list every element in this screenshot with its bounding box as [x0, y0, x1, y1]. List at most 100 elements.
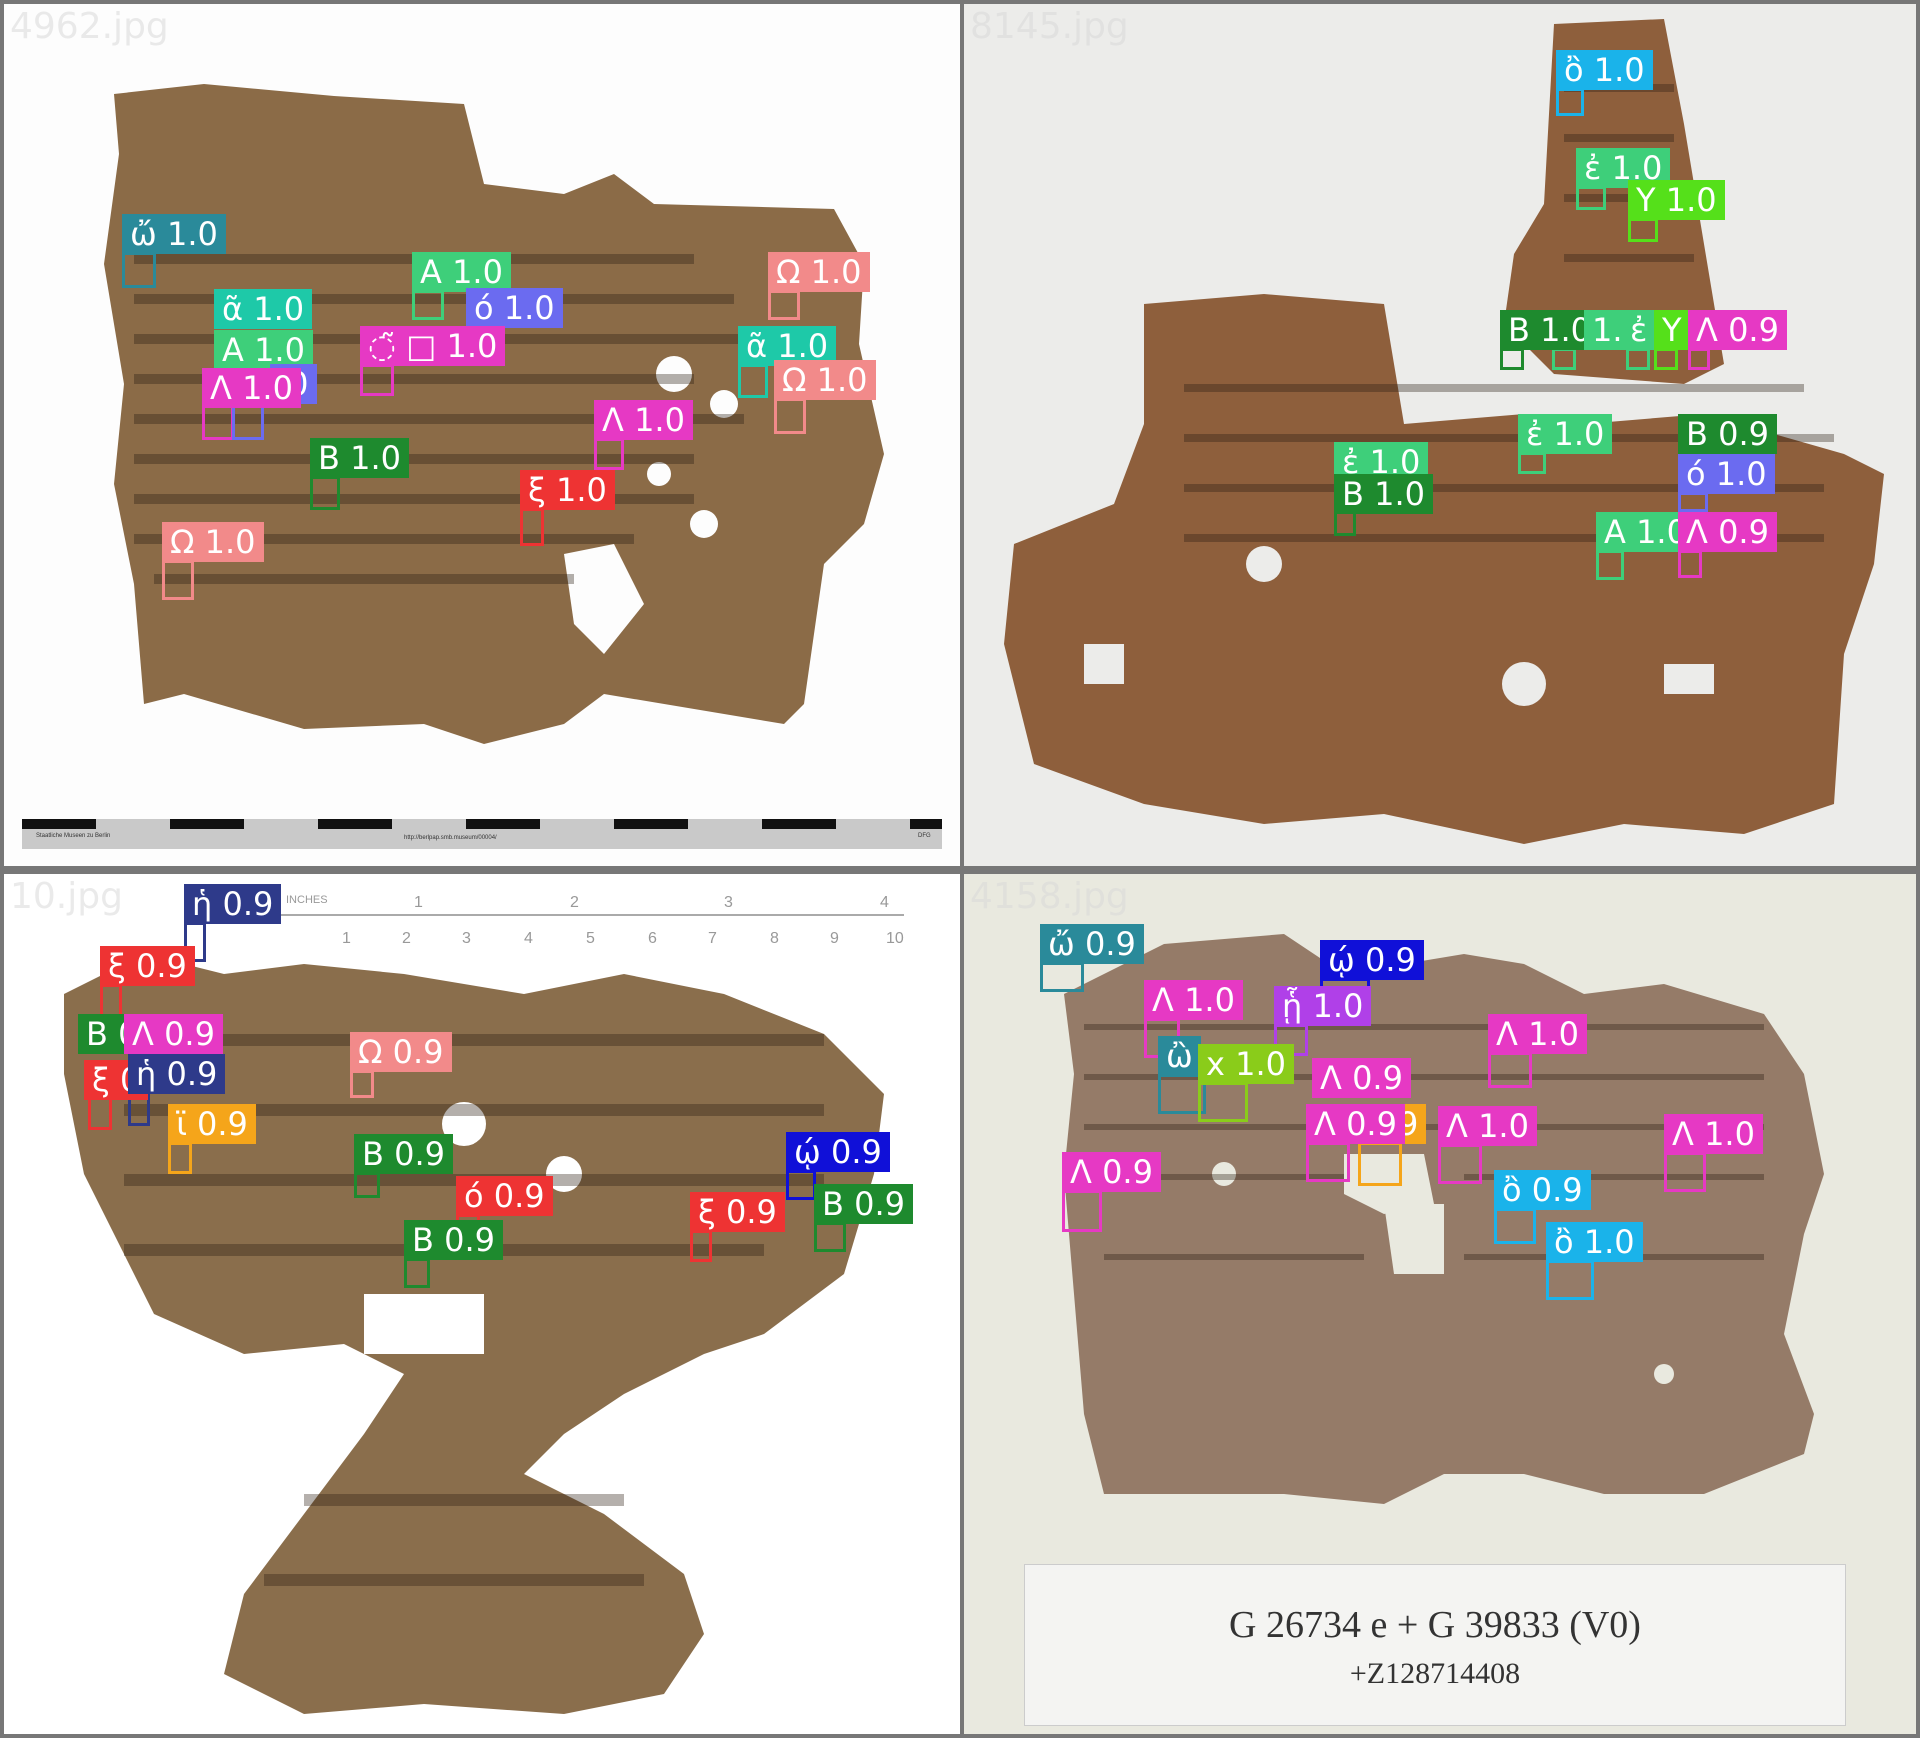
detection-label: ᾶ 1.0 [738, 326, 837, 366]
detection-label: ῴ 0.9 [1320, 940, 1424, 980]
ruler-cm: 2 [402, 930, 411, 947]
detection-label: ξ 0.9 [690, 1192, 785, 1232]
detection-label: Β 0.9 [354, 1134, 454, 1174]
detection-box [1306, 1142, 1350, 1182]
detection-label: ◌̃ □ 1.0 [360, 326, 506, 366]
detection-label: Λ 1.0 [202, 368, 301, 408]
detection-box [350, 1070, 374, 1098]
scale-segment [318, 819, 392, 829]
detection-label: ὂ 1.0 [1556, 50, 1653, 90]
footer-url: http://berlpap.smb.museum/00004/ [404, 835, 497, 841]
ruler-cm: 6 [648, 930, 657, 947]
detection-label: Λ 0.9 [1062, 1152, 1161, 1192]
ruler-cm: 8 [770, 930, 779, 947]
detection-box [310, 476, 340, 510]
detection-label: Β 0.9 [814, 1184, 914, 1224]
detection-box [404, 1258, 430, 1288]
ruler-inch: 2 [570, 894, 579, 911]
scale-segment [466, 819, 540, 829]
detection-label: ἐ [1622, 310, 1656, 350]
detection-box [768, 290, 800, 320]
detection-label: Λ 0.9 [1312, 1058, 1411, 1098]
detection-box [1546, 1260, 1594, 1300]
panel-filename: 8145.jpg [970, 6, 1129, 47]
ruler-cm: 3 [462, 930, 471, 947]
detection-label: x 1.0 [1198, 1044, 1294, 1084]
detection-label: ὂ 1.0 [1546, 1222, 1643, 1262]
detection-label: ἡ 0.9 [128, 1054, 226, 1094]
detection-label: ᾶ 1.0 [214, 289, 313, 329]
detection-box [122, 252, 156, 288]
detection-label: ό 1.0 [1678, 454, 1775, 494]
detection-box [1494, 1208, 1536, 1244]
panel-8145: 8145.jpg ὂ 1.0 ἐ 1.0 Υ 1.0 Β 1.0 1.0 ἐ Υ… [964, 4, 1916, 866]
detection-box [738, 364, 768, 398]
papyrus-fragment-image [1004, 19, 1884, 844]
detection-label: ξ 0.9 [100, 946, 195, 986]
detection-box [100, 984, 122, 1018]
detection-box [1040, 962, 1084, 992]
panel-10: 10.jpg INCHES 1 2 3 4 1 2 3 4 5 6 7 8 9 … [4, 874, 960, 1734]
detection-box [1596, 550, 1624, 580]
papyrus-fragment-image [64, 954, 884, 1714]
detection-label: Λ 1.0 [1438, 1106, 1537, 1146]
detection-box [594, 438, 624, 470]
detection-box [1518, 452, 1546, 474]
detection-label: Λ 1.0 [1488, 1014, 1587, 1054]
detection-label: Β 1.0 [310, 438, 410, 478]
detection-box [1664, 1152, 1706, 1192]
panel-filename: 10.jpg [10, 876, 123, 917]
detection-box [1628, 218, 1658, 242]
detection-label: Ω 1.0 [768, 252, 870, 292]
detection-label: Λ 1.0 [594, 400, 693, 440]
scale-segment [910, 819, 942, 829]
detection-box [360, 364, 394, 396]
detection-box [520, 508, 544, 546]
detection-label: Λ 0.9 [1688, 310, 1787, 350]
detection-box [1626, 348, 1650, 370]
detection-box [1654, 348, 1678, 370]
detection-box [1576, 186, 1606, 210]
detection-label: Ω 0.9 [350, 1032, 452, 1072]
panel-filename: 4962.jpg [10, 6, 169, 47]
detection-box [1552, 348, 1576, 370]
detection-box [162, 560, 194, 600]
specimen-id: G 26734 e + G 39833 (V0) [1229, 1604, 1641, 1646]
detection-box [1438, 1144, 1482, 1184]
detection-label: ἐ 1.0 [1518, 414, 1613, 454]
ruler-cm: 5 [586, 930, 595, 947]
detection-label: ἡ 0.9 [184, 884, 282, 924]
specimen-code: +Z128714408 [1349, 1657, 1521, 1690]
detection-label: Α 1.0 [214, 330, 313, 370]
specimen-label-card: G 26734 e + G 39833 (V0) +Z128714408 [1024, 1564, 1846, 1726]
detection-label: Λ 0.9 [124, 1014, 223, 1054]
detection-box [1678, 550, 1702, 578]
ruler-cm: 1 [342, 930, 351, 947]
detection-box [1358, 1142, 1402, 1186]
detection-label: ὤ 1.0 [122, 214, 226, 254]
footer-right-text: DFG [918, 833, 931, 839]
scale-segment [170, 819, 244, 829]
detection-box [168, 1142, 192, 1174]
detection-box [1688, 348, 1710, 370]
ruler-inch: 3 [724, 894, 733, 911]
detection-label: ϊ 0.9 [168, 1104, 256, 1144]
detection-box [814, 1222, 846, 1252]
scale-segment [22, 819, 96, 829]
detection-box [690, 1230, 712, 1262]
detection-label: ὢ [1158, 1036, 1201, 1076]
detection-label: Β 0.9 [1678, 414, 1778, 454]
detection-label: Α 1.0 [412, 252, 511, 292]
detection-label: Λ 0.9 [1306, 1104, 1405, 1144]
panel-4158: 4158.jpg G 26734 e + G 39833 (V0) +Z1287… [964, 874, 1916, 1734]
ruler-cm: 4 [524, 930, 533, 947]
detection-box [88, 1096, 112, 1130]
detection-label: ό 1.0 [466, 288, 563, 328]
detection-box [786, 1170, 816, 1200]
scale-segment [614, 819, 688, 829]
ruler-unit: INCHES [286, 894, 328, 906]
footer-left-text: Staatliche Museen zu Berlin [36, 833, 111, 839]
scale-segment [762, 819, 836, 829]
detection-box [1556, 88, 1584, 116]
ruler-inch: 4 [880, 894, 889, 911]
